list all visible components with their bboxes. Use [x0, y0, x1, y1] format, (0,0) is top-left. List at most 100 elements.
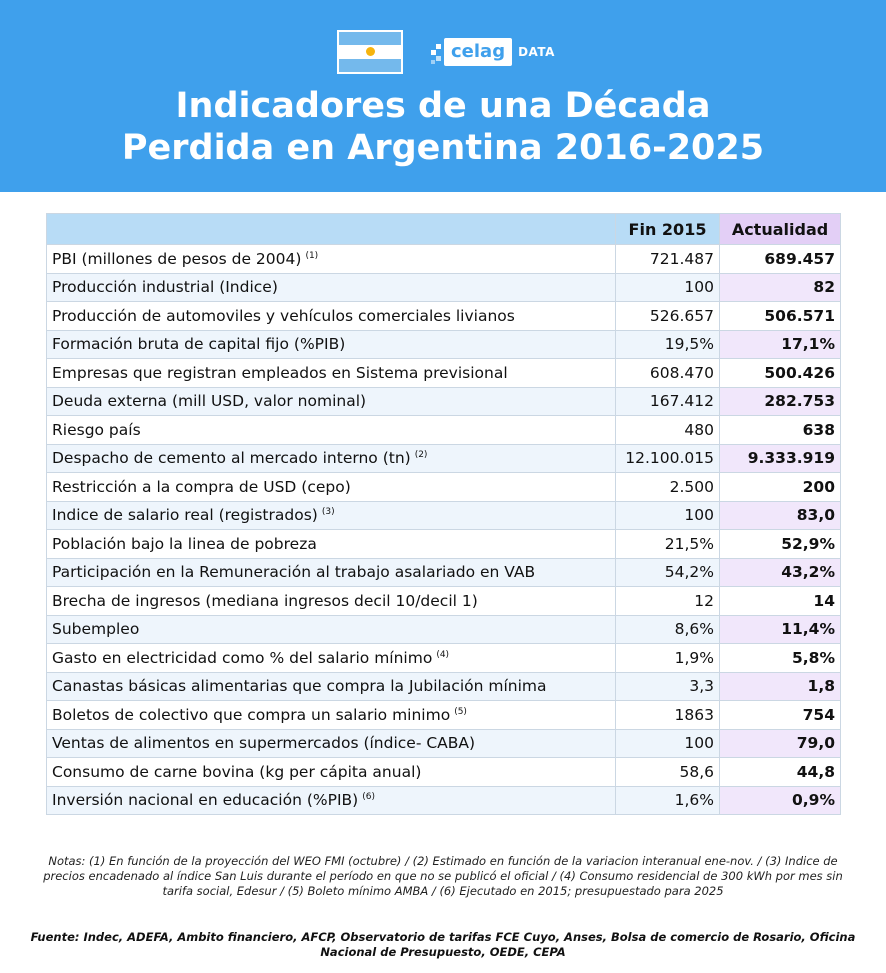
fin-2015-value: 2.500: [615, 472, 720, 502]
fin-2015-value: 100: [615, 728, 720, 758]
fin-2015-value: 526.657: [615, 301, 720, 331]
fin-2015-value: 19,5%: [615, 329, 720, 359]
table-row: Indice de salario real (registrados) (3) 1…: [46, 500, 841, 530]
indicator-cell: Gasto en electricidad como % del salario…: [46, 643, 616, 673]
actualidad-value: 83,0: [719, 500, 841, 530]
table-row: Riesgo país 480 638: [46, 415, 841, 445]
indicator-label: Formación bruta de capital fijo (%PIB): [52, 335, 346, 354]
fin-2015-value: 3,3: [615, 671, 720, 701]
fin-2015-value: 58,6: [615, 757, 720, 787]
actualidad-value: 82: [719, 272, 841, 302]
table-row: Producción industrial (Indice) 100 82: [46, 272, 841, 302]
fin-2015-value: 480: [615, 415, 720, 445]
table-row: Brecha de ingresos (mediana ingresos dec…: [46, 586, 841, 616]
table-row: Formación bruta de capital fijo (%PIB) 19…: [46, 329, 841, 359]
indicator-label: Gasto en electricidad como % del salario…: [52, 648, 433, 667]
indicator-label: Restricción a la compra de USD (cepo): [52, 477, 351, 496]
indicators-table: Fin 2015 Actualidad PBI (millones de pes…: [46, 213, 841, 815]
indicator-label: Boletos de colectivo que compra un salar…: [52, 705, 451, 724]
table-row: Restricción a la compra de USD (cepo) 2.5…: [46, 472, 841, 502]
actualidad-value: 0,9%: [719, 785, 841, 815]
indicator-label: Riesgo país: [52, 420, 141, 439]
actualidad-value: 689.457: [719, 244, 841, 274]
table-header-row: Fin 2015 Actualidad: [46, 213, 841, 245]
logo-brand: celag: [444, 38, 513, 66]
table-row: Ventas de alimentos en supermercados (ín…: [46, 728, 841, 758]
indicator-label: Deuda externa (mill USD, valor nominal): [52, 392, 367, 411]
footnote-ref: (5): [454, 706, 467, 717]
indicator-label: Indice de salario real (registrados): [52, 506, 318, 525]
indicator-cell: Inversión nacional en educación (%PIB) (6…: [46, 785, 616, 815]
indicator-cell: Indice de salario real (registrados) (3): [46, 500, 616, 530]
actualidad-value: 754: [719, 700, 841, 730]
indicator-cell: Riesgo país: [46, 415, 616, 445]
pixel-logo-icon: [430, 36, 444, 68]
indicator-label: Subempleo: [52, 620, 140, 639]
indicator-cell: Restricción a la compra de USD (cepo): [46, 472, 616, 502]
fin-2015-value: 1,6%: [615, 785, 720, 815]
fin-2015-value: 167.412: [615, 386, 720, 416]
indicator-cell: Boletos de colectivo que compra un salar…: [46, 700, 616, 730]
fin-2015-value: 721.487: [615, 244, 720, 274]
table-row: Población bajo la linea de pobreza 21,5% 5…: [46, 529, 841, 559]
indicator-cell: Producción industrial (Indice): [46, 272, 616, 302]
actualidad-value: 44,8: [719, 757, 841, 787]
indicator-label: Brecha de ingresos (mediana ingresos dec…: [52, 591, 478, 610]
actualidad-value: 79,0: [719, 728, 841, 758]
fin-2015-value: 8,6%: [615, 614, 720, 644]
actualidad-value: 43,2%: [719, 557, 841, 587]
actualidad-value: 200: [719, 472, 841, 502]
actualidad-value: 9.333.919: [719, 443, 841, 473]
indicator-cell: Consumo de carne bovina (kg per cápita a…: [46, 757, 616, 787]
indicator-label: Canastas básicas alimentarias que compra…: [52, 677, 547, 696]
fin-2015-value: 100: [615, 500, 720, 530]
indicator-label: PBI (millones de pesos de 2004): [52, 249, 302, 268]
table-row: Canastas básicas alimentarias que compra…: [46, 671, 841, 701]
footnotes: Notas: (1) En función de la proyección d…: [43, 854, 843, 898]
indicator-label: Ventas de alimentos en supermercados (ín…: [52, 734, 476, 753]
indicator-label: Inversión nacional en educación (%PIB): [52, 791, 359, 810]
table-row: Gasto en electricidad como % del salario…: [46, 643, 841, 673]
indicator-cell: Población bajo la linea de pobreza: [46, 529, 616, 559]
fin-2015-value: 12: [615, 586, 720, 616]
column-header-fin-2015: Fin 2015: [615, 213, 720, 245]
indicator-cell: Brecha de ingresos (mediana ingresos dec…: [46, 586, 616, 616]
actualidad-value: 1,8: [719, 671, 841, 701]
indicator-cell: PBI (millones de pesos de 2004) (1): [46, 244, 616, 274]
table-row: Deuda externa (mill USD, valor nominal) 1…: [46, 386, 841, 416]
page-title-line2: Perdida en Argentina 2016-2025: [121, 128, 765, 168]
header-banner: celag DATA Indicadores de una Década Per…: [0, 0, 886, 192]
actualidad-value: 52,9%: [719, 529, 841, 559]
table-row: Boletos de colectivo que compra un salar…: [46, 700, 841, 730]
actualidad-value: 638: [719, 415, 841, 445]
indicator-cell: Formación bruta de capital fijo (%PIB): [46, 329, 616, 359]
table-row: PBI (millones de pesos de 2004) (1) 721.48…: [46, 244, 841, 274]
indicator-label: Empresas que registran empleados en Sist…: [52, 363, 508, 382]
indicator-cell: Ventas de alimentos en supermercados (ín…: [46, 728, 616, 758]
indicator-cell: Deuda externa (mill USD, valor nominal): [46, 386, 616, 416]
indicator-label: Producción de automoviles y vehículos co…: [52, 306, 515, 325]
indicator-label: Participación en la Remuneración al trab…: [52, 563, 536, 582]
indicator-label: Despacho de cemento al mercado interno (…: [52, 449, 411, 468]
table-row: Despacho de cemento al mercado interno (…: [46, 443, 841, 473]
logo-suffix: DATA: [518, 45, 555, 59]
argentina-flag-icon: [337, 30, 403, 74]
actualidad-value: 282.753: [719, 386, 841, 416]
column-header-actualidad: Actualidad: [719, 213, 841, 245]
table-row: Consumo de carne bovina (kg per cápita a…: [46, 757, 841, 787]
indicator-cell: Canastas básicas alimentarias que compra…: [46, 671, 616, 701]
fin-2015-value: 608.470: [615, 358, 720, 388]
actualidad-value: 14: [719, 586, 841, 616]
indicator-cell: Empresas que registran empleados en Sist…: [46, 358, 616, 388]
actualidad-value: 17,1%: [719, 329, 841, 359]
footnote-ref: (4): [436, 649, 450, 660]
indicator-cell: Producción de automoviles y vehículos co…: [46, 301, 616, 331]
indicator-label: Producción industrial (Indice): [52, 278, 278, 297]
actualidad-value: 500.426: [719, 358, 841, 388]
fin-2015-value: 54,2%: [615, 557, 720, 587]
table-body: PBI (millones de pesos de 2004) (1) 721.48…: [46, 244, 841, 815]
fin-2015-value: 1,9%: [615, 643, 720, 673]
actualidad-value: 11,4%: [719, 614, 841, 644]
table-row: Inversión nacional en educación (%PIB) (6…: [46, 785, 841, 815]
fin-2015-value: 100: [615, 272, 720, 302]
